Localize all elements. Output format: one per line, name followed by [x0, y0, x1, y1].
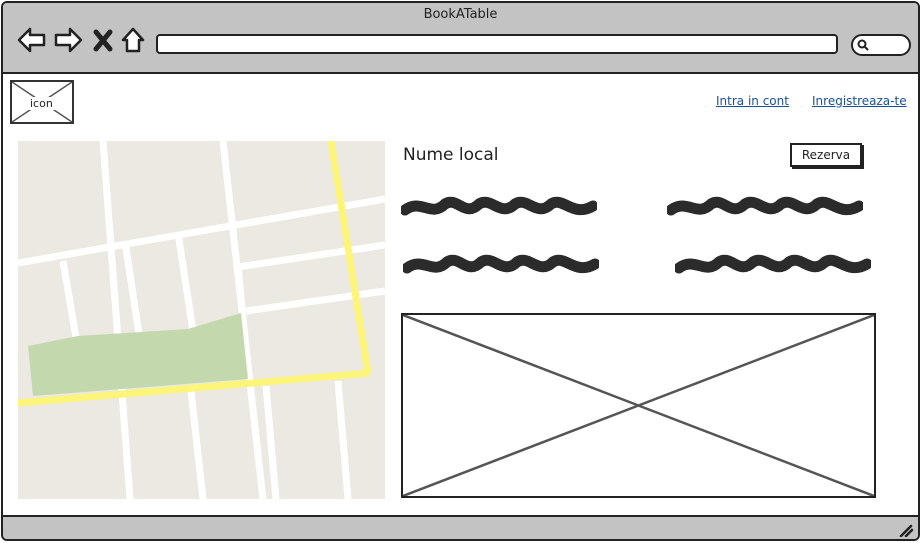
resize-grip[interactable]: [898, 522, 914, 538]
venue-name: Nume local: [403, 145, 499, 165]
scribble-graphic: [401, 254, 601, 274]
browser-search-input[interactable]: [851, 34, 911, 56]
resize-grip-icon: [899, 524, 914, 538]
login-link[interactable]: Intra in cont: [716, 94, 789, 108]
location-map[interactable]: [18, 141, 385, 499]
register-link[interactable]: Inregistreaza-te: [812, 94, 907, 108]
home-icon: [121, 27, 145, 53]
scribble-graphic: [399, 196, 599, 216]
close-icon: [93, 29, 113, 52]
browser-statusbar: [3, 515, 918, 539]
back-button[interactable]: [17, 25, 47, 55]
text-placeholder-scribble: [401, 250, 601, 280]
address-bar[interactable]: [156, 34, 838, 54]
map-graphic: [18, 141, 385, 499]
page-content: icon Intra in cont Inregistreaza-te: [3, 76, 918, 517]
reserve-button[interactable]: Rezerva: [790, 143, 862, 167]
text-placeholder-scribble: [673, 250, 873, 280]
text-placeholder-scribble: [399, 192, 599, 222]
back-arrow-icon: [17, 27, 46, 53]
stop-button[interactable]: [91, 25, 115, 55]
home-button[interactable]: [119, 25, 149, 55]
forward-arrow-icon: [54, 27, 83, 53]
forward-button[interactable]: [53, 25, 83, 55]
window-title: BookATable: [423, 7, 498, 22]
venue-image-placeholder: [401, 313, 876, 498]
text-placeholder-scribble: [665, 192, 865, 222]
image-placeholder-icon: [403, 315, 874, 496]
logo-placeholder[interactable]: icon: [10, 80, 74, 124]
scribble-graphic: [665, 196, 865, 216]
logo-label: icon: [28, 97, 55, 110]
scribble-graphic: [673, 254, 873, 274]
browser-titlebar: BookATable: [3, 3, 918, 74]
search-icon: [857, 39, 869, 51]
